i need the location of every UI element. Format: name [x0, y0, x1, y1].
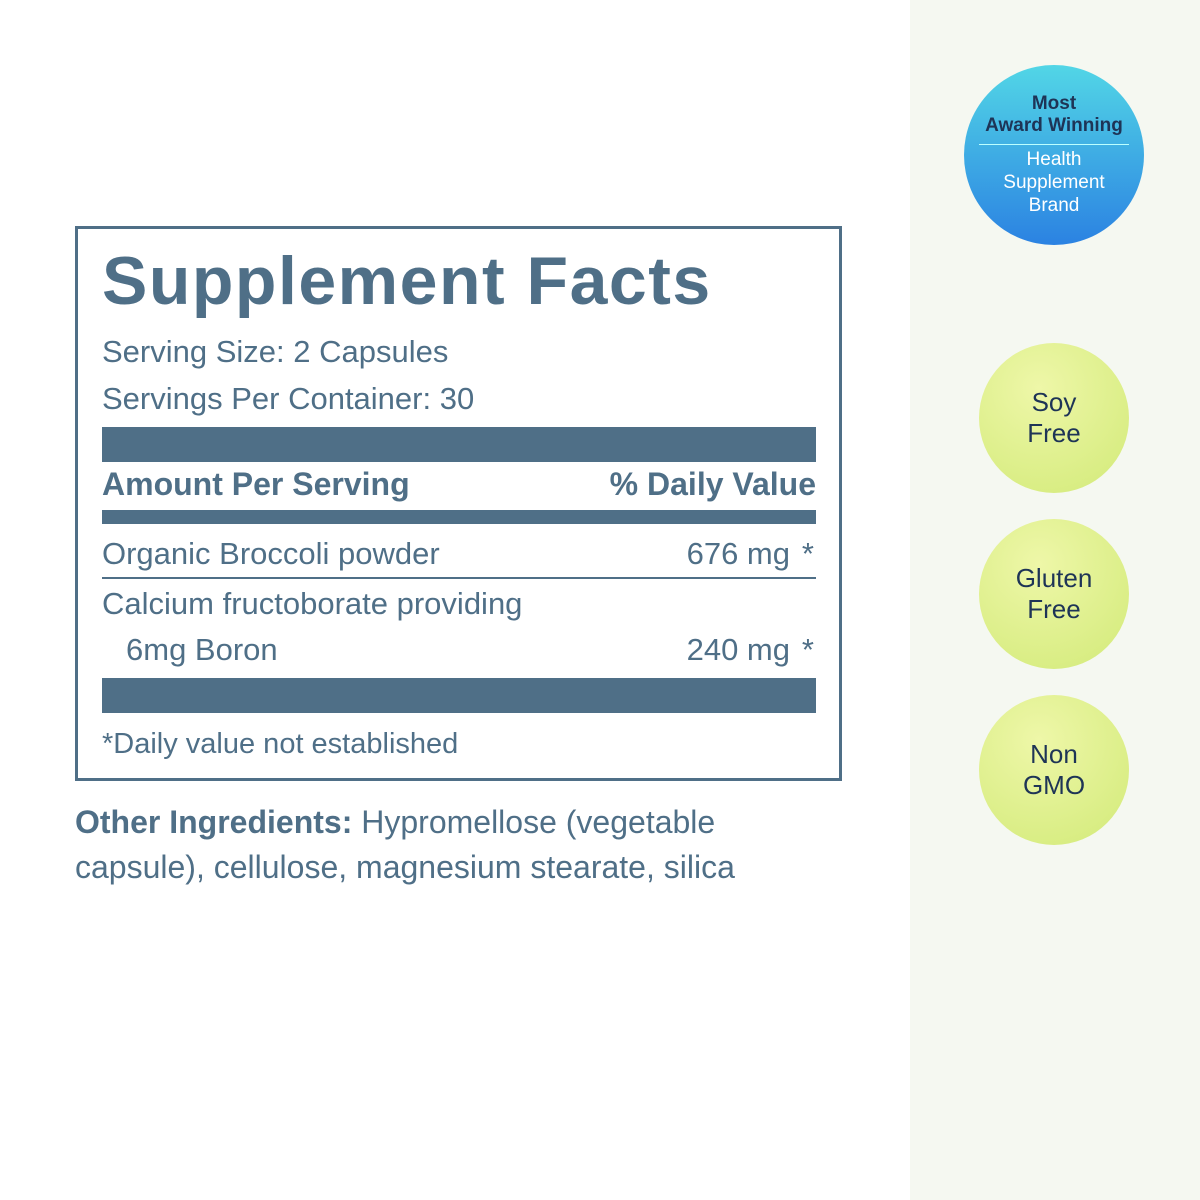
- ingredient-amount: 676 mg: [686, 536, 790, 571]
- award-badge: Most Award Winning Health Supplement Bra…: [964, 65, 1144, 245]
- ingredient-dv: *: [801, 536, 814, 571]
- ingredient-amount: 240 mg: [686, 632, 790, 667]
- divider-bar: [102, 427, 816, 462]
- badge: Soy Free: [979, 343, 1129, 493]
- badge-line: Free: [1027, 418, 1081, 448]
- badge: Non GMO: [979, 695, 1129, 845]
- badge-line: Soy: [1031, 386, 1077, 417]
- other-text: Hypromellose (vegetable capsule), cellul…: [75, 804, 735, 885]
- servings-per-container: Servings Per Container: 30: [102, 381, 475, 416]
- badge-line: Most: [1031, 92, 1077, 114]
- ingredient-name: 6mg Boron: [126, 632, 278, 667]
- header-dv: % Daily Value: [609, 466, 816, 502]
- badge-line: GMO: [1022, 770, 1086, 800]
- facts-box: [75, 226, 842, 781]
- footnote: *Daily value not established: [102, 728, 459, 760]
- badge-line: Award Winning: [985, 115, 1123, 137]
- ingredient-name: Calcium fructoborate providing: [102, 586, 523, 621]
- ingredient-name: Organic Broccoli powder: [102, 536, 440, 571]
- other-ingredients: Other Ingredients: Hypromellose (vegetab…: [75, 800, 755, 890]
- badge-line: Free: [1027, 594, 1081, 624]
- serving-size: Serving Size: 2 Capsules: [102, 334, 449, 369]
- badge-line: Gluten: [1015, 562, 1093, 593]
- badge-line: Health: [1026, 149, 1082, 171]
- badge: Gluten Free: [979, 519, 1129, 669]
- badge-line: Brand: [1028, 194, 1080, 216]
- row-rule: [102, 577, 816, 579]
- badge-line: Supplement: [1003, 171, 1105, 193]
- header-amount: Amount Per Serving: [102, 466, 410, 502]
- other-label: Other Ingredients:: [75, 804, 353, 840]
- ingredient-dv: *: [801, 632, 814, 667]
- divider-bar: [102, 510, 816, 524]
- badge-rule: [979, 144, 1129, 146]
- divider-bar: [102, 678, 816, 713]
- badge-line: Non: [1030, 738, 1078, 769]
- facts-title: Supplement Facts: [102, 243, 712, 319]
